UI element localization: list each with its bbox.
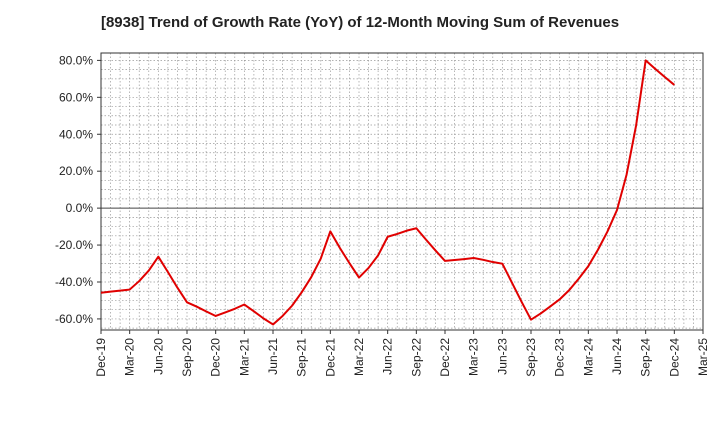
y-tick-label: 40.0% (59, 127, 93, 141)
x-tick-label: Mar-24 (581, 338, 595, 376)
x-tick-label: Sep-20 (180, 338, 194, 377)
x-tick-label: Dec-22 (438, 338, 452, 377)
chart-title: [8938] Trend of Growth Rate (YoY) of 12-… (100, 14, 620, 31)
y-tick-label: 80.0% (59, 53, 93, 67)
x-tick-label: Sep-21 (295, 338, 309, 377)
y-tick-label: 60.0% (59, 90, 93, 104)
x-tick-label: Dec-19 (94, 338, 108, 377)
x-tick-label: Sep-24 (639, 338, 653, 377)
y-tick-label: 20.0% (59, 164, 93, 178)
x-tick-label: Jun-20 (151, 338, 165, 375)
x-tick-label: Dec-20 (209, 338, 223, 377)
x-tick-label: Dec-21 (323, 338, 337, 377)
x-tick-label: Mar-21 (237, 338, 251, 376)
x-tick-label: Jun-24 (610, 338, 624, 375)
x-tick-label: Jun-21 (266, 338, 280, 375)
x-tick-label: Mar-20 (123, 338, 137, 376)
x-tick-label: Mar-25 (696, 338, 710, 376)
series-line (100, 59, 675, 326)
y-tick-label: -20.0% (55, 238, 93, 252)
y-tick-label: -40.0% (55, 275, 93, 289)
x-tick-label: Mar-23 (467, 338, 481, 376)
x-tick-label: Mar-22 (352, 338, 366, 376)
y-tick-label: -60.0% (55, 312, 93, 326)
x-tick-label: Dec-24 (667, 338, 681, 377)
x-tick-label: Jun-22 (381, 338, 395, 375)
x-tick-label: Sep-23 (524, 338, 538, 377)
x-tick-label: Dec-23 (553, 338, 567, 377)
y-tick-label: 0.0% (66, 201, 94, 215)
plot-frame (100, 52, 704, 331)
x-tick-label: Sep-22 (409, 338, 423, 377)
plot-area (101, 53, 703, 330)
x-tick-label: Jun-23 (495, 338, 509, 375)
